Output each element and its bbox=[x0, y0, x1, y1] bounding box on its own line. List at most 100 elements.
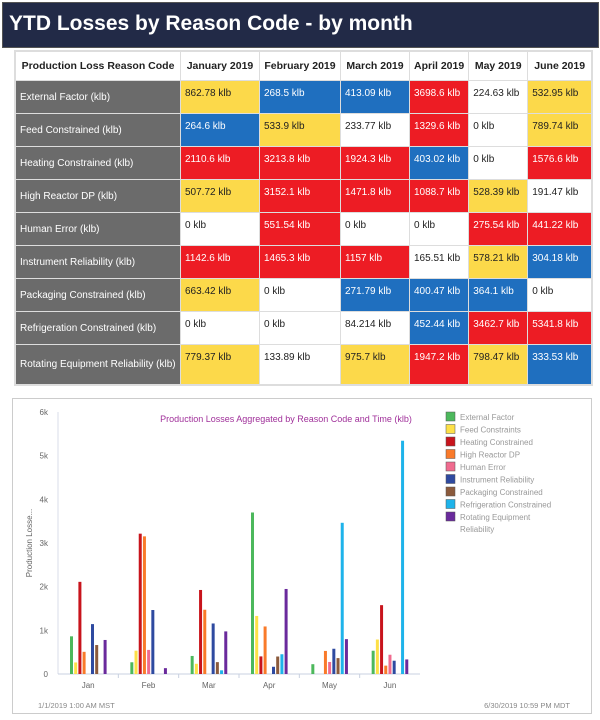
bar[interactable] bbox=[405, 659, 409, 674]
bar[interactable] bbox=[276, 656, 280, 674]
y-tick-label: 4k bbox=[40, 495, 49, 504]
table-row: External Factor (klb) 862.78 klb 268.5 klb… bbox=[14, 80, 593, 114]
bar[interactable] bbox=[280, 654, 284, 674]
table-cell: 663.42 klb bbox=[180, 278, 260, 312]
bar[interactable] bbox=[388, 654, 392, 674]
legend-label[interactable]: Heating Constrained bbox=[460, 438, 533, 447]
table-cell: 1947.2 klb bbox=[408, 344, 470, 385]
bar[interactable] bbox=[344, 639, 348, 674]
bar[interactable] bbox=[311, 664, 315, 674]
table-cell: 975.7 klb bbox=[340, 344, 410, 385]
table-cell: 0 klb bbox=[259, 311, 341, 345]
bar[interactable] bbox=[375, 639, 379, 674]
bar[interactable] bbox=[199, 589, 203, 674]
bar[interactable] bbox=[142, 536, 146, 674]
bar[interactable] bbox=[103, 639, 107, 674]
column-header: April 2019 bbox=[408, 50, 470, 81]
table-cell: 413.09 klb bbox=[340, 80, 410, 114]
table-cell: 403.02 klb bbox=[408, 146, 470, 180]
bar[interactable] bbox=[194, 663, 198, 674]
bar[interactable] bbox=[78, 581, 82, 674]
table-cell: 304.18 klb bbox=[527, 245, 593, 279]
table-cell: 1465.3 klb bbox=[259, 245, 341, 279]
bar[interactable] bbox=[138, 533, 142, 674]
bar[interactable] bbox=[328, 661, 332, 674]
bar[interactable] bbox=[259, 656, 263, 674]
legend-label[interactable]: Instrument Reliability bbox=[460, 476, 534, 485]
table-cell: 1576.6 klb bbox=[527, 146, 593, 180]
legend-label[interactable]: Human Error bbox=[460, 463, 506, 472]
bar[interactable] bbox=[134, 650, 138, 674]
bar[interactable] bbox=[284, 588, 288, 674]
bar[interactable] bbox=[203, 609, 207, 674]
table-row: Human Error (klb) 0 klb 551.54 klb 0 klb 0 k… bbox=[14, 212, 593, 246]
legend-swatch bbox=[445, 461, 456, 472]
legend-label[interactable]: Packaging Constrained bbox=[460, 488, 543, 497]
bar[interactable] bbox=[392, 660, 396, 674]
bar[interactable] bbox=[380, 605, 384, 674]
bar[interactable] bbox=[371, 650, 375, 674]
legend-swatch bbox=[445, 511, 456, 522]
legend-label[interactable]: High Reactor DP bbox=[460, 451, 520, 460]
table-cell: 3462.7 klb bbox=[468, 311, 529, 345]
chart-panel bbox=[12, 398, 592, 714]
y-tick-label: 3k bbox=[40, 539, 49, 548]
row-label: Rotating Equipment Reliability (klb) bbox=[14, 344, 181, 385]
bar[interactable] bbox=[251, 512, 254, 674]
row-label: Heating Constrained (klb) bbox=[14, 146, 181, 180]
bar[interactable] bbox=[323, 650, 327, 674]
bar[interactable] bbox=[220, 670, 224, 674]
table-cell: 268.5 klb bbox=[259, 80, 341, 114]
bar[interactable] bbox=[340, 522, 344, 674]
table-cell: 1471.8 klb bbox=[340, 179, 410, 213]
bar[interactable] bbox=[70, 636, 73, 674]
bar[interactable] bbox=[255, 615, 259, 674]
bar[interactable] bbox=[332, 648, 336, 674]
table-cell: 133.89 klb bbox=[259, 344, 341, 385]
legend-label[interactable]: External Factor bbox=[460, 413, 515, 422]
table-cell: 3698.6 klb bbox=[408, 80, 470, 114]
table-cell: 0 klb bbox=[180, 212, 260, 246]
bar[interactable] bbox=[147, 649, 151, 674]
bar[interactable] bbox=[82, 651, 86, 674]
x-tick-label: Apr bbox=[263, 681, 276, 690]
bar[interactable] bbox=[130, 662, 134, 674]
bar[interactable] bbox=[401, 440, 405, 674]
y-axis-label: Production Losse... bbox=[25, 509, 34, 577]
bar[interactable] bbox=[224, 631, 228, 674]
bar[interactable] bbox=[211, 623, 215, 674]
legend-label[interactable]: Refrigeration Constrained bbox=[460, 501, 551, 510]
bar[interactable] bbox=[336, 658, 340, 674]
bar[interactable] bbox=[91, 624, 94, 674]
x-tick-label: Jan bbox=[82, 681, 95, 690]
bar[interactable] bbox=[95, 645, 99, 674]
bar[interactable] bbox=[151, 610, 155, 674]
table-cell: 779.37 klb bbox=[180, 344, 260, 385]
table-cell: 551.54 klb bbox=[259, 212, 341, 246]
bar[interactable] bbox=[74, 662, 78, 674]
legend-label[interactable]: Feed Constraints bbox=[460, 426, 521, 435]
legend-swatch bbox=[445, 436, 456, 447]
y-tick-label: 2k bbox=[40, 583, 49, 592]
bar[interactable] bbox=[215, 662, 219, 674]
bar[interactable] bbox=[190, 655, 194, 674]
table-row: Instrument Reliability (klb) 1142.6 klb 14… bbox=[14, 245, 593, 279]
page-title: YTD Losses by Reason Code - by month bbox=[9, 12, 413, 35]
table-cell: 862.78 klb bbox=[180, 80, 260, 114]
table-cell: 789.74 klb bbox=[527, 113, 593, 147]
table-cell: 1142.6 klb bbox=[180, 245, 260, 279]
table-cell: 0 klb bbox=[408, 212, 470, 246]
bar[interactable] bbox=[263, 626, 267, 674]
table-cell: 0 klb bbox=[468, 113, 529, 147]
table-row: Feed Constrained (klb) 264.6 klb 533.9 klb… bbox=[14, 113, 593, 147]
table-cell: 271.79 klb bbox=[340, 278, 410, 312]
legend-label[interactable]: Rotating Equipment bbox=[460, 513, 531, 522]
table-cell: 0 klb bbox=[259, 278, 341, 312]
bar[interactable] bbox=[272, 666, 275, 674]
table-cell: 5341.8 klb bbox=[527, 311, 593, 345]
table-row: Refrigeration Constrained (klb) 0 klb 0 kl… bbox=[14, 311, 593, 345]
bar[interactable] bbox=[163, 668, 167, 674]
table-cell: 364.1 klb bbox=[468, 278, 529, 312]
bar[interactable] bbox=[384, 665, 388, 674]
